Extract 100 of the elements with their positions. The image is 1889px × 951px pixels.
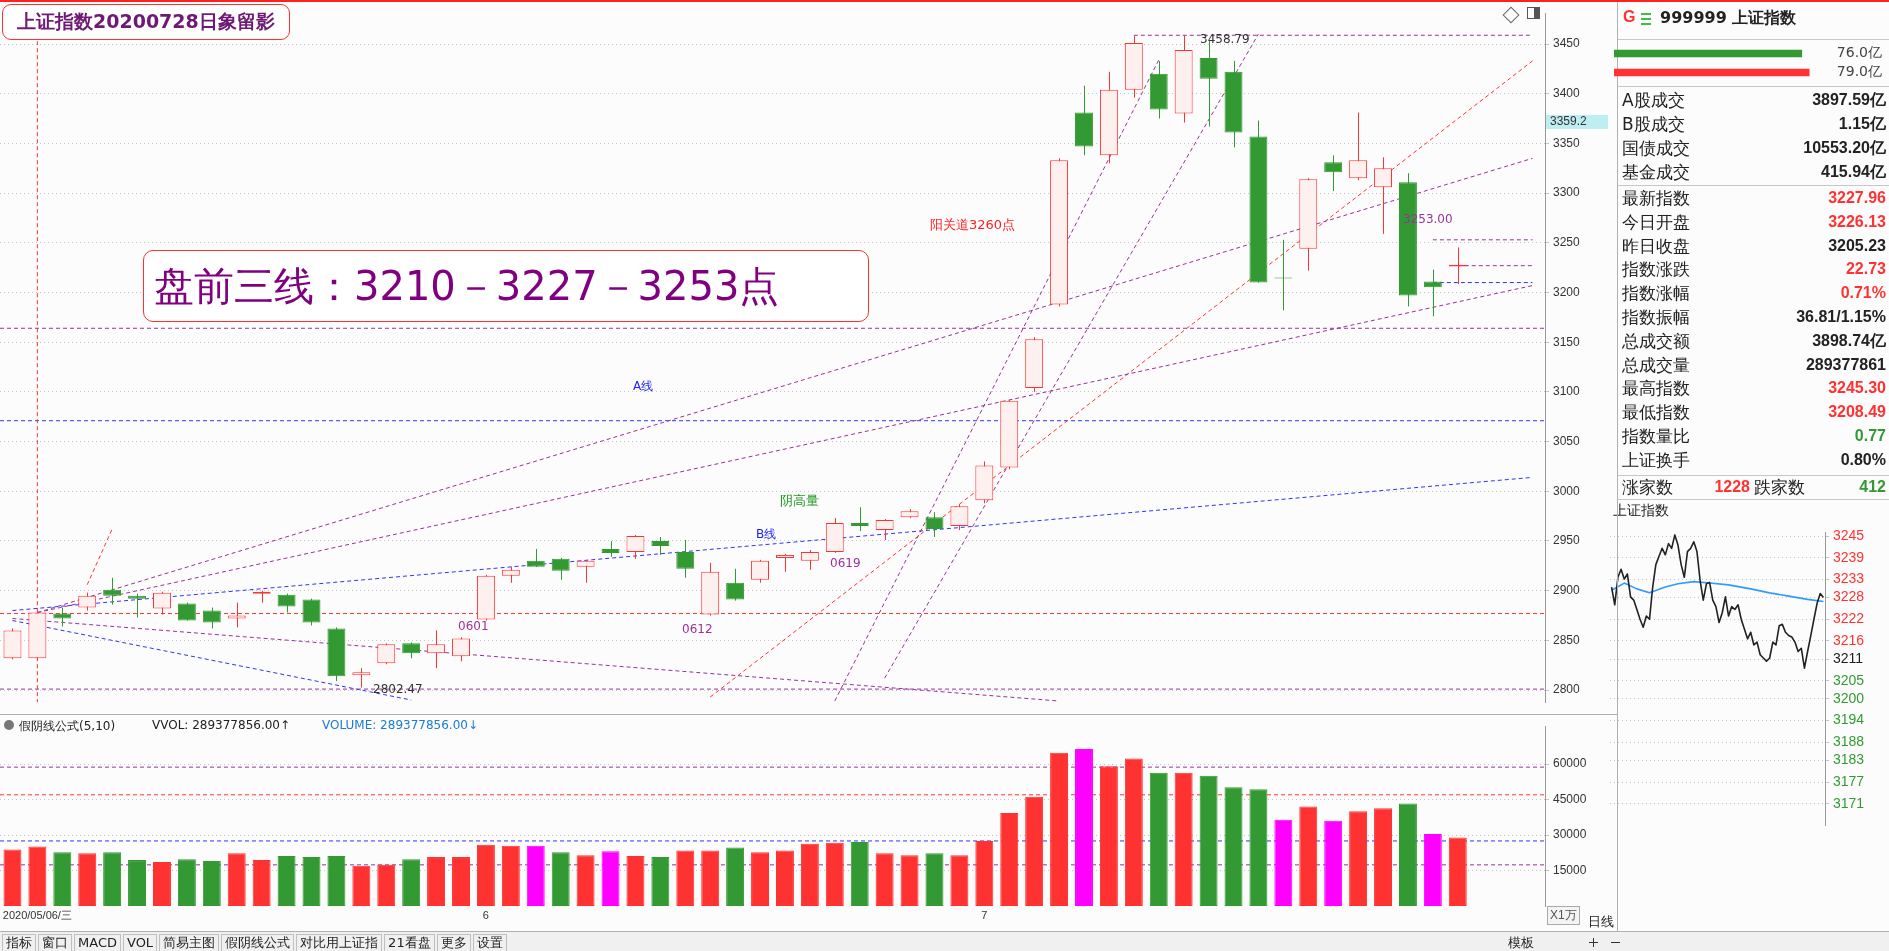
category-label: 涨家数 xyxy=(1622,476,1673,498)
category-label: 总成交量 xyxy=(1622,353,1690,376)
text: 模板 xyxy=(1508,934,1534,951)
y-tick-label: 45000 xyxy=(1553,791,1587,806)
category-label: MACD xyxy=(74,934,121,951)
text: 1.15亿 xyxy=(1838,115,1886,132)
y-tick-label: 3216 xyxy=(1833,631,1865,648)
category-label: 最新指数 xyxy=(1622,187,1690,209)
text: 415.94亿 xyxy=(1821,163,1886,180)
annotation: A线 xyxy=(633,379,654,394)
category-label: 对比用上证指 xyxy=(296,934,383,951)
text: 3897.59亿 xyxy=(1812,91,1886,108)
y-tick-label: 3228 xyxy=(1833,588,1865,605)
category-label: VOL xyxy=(122,934,158,951)
annotation: 3458.79 xyxy=(1200,32,1250,47)
text: 0.80% xyxy=(1840,450,1886,468)
text: 22.73 xyxy=(1845,260,1886,278)
y-tick-label: 3194 xyxy=(1833,711,1865,728)
y-tick-label: 2950 xyxy=(1553,533,1581,548)
text: 1228 xyxy=(1714,478,1750,495)
category-label: 总成交额 xyxy=(1622,329,1690,352)
text: 0.77 xyxy=(1854,427,1886,444)
y-tick-label: 3400 xyxy=(1553,86,1581,101)
category-label: 简易主图 xyxy=(159,934,220,951)
text: 3245.30 xyxy=(1828,379,1886,397)
text: 3227.96 xyxy=(1828,189,1886,206)
y-tick-label: 2850 xyxy=(1553,632,1581,647)
category-label: 上证换手 xyxy=(1622,448,1690,471)
category-label: 更多 xyxy=(436,934,471,951)
x-tick-label: 7 xyxy=(981,908,988,921)
text: 412 xyxy=(1859,478,1886,495)
y-tick-label: 3200 xyxy=(1833,689,1865,706)
text: 3226.13 xyxy=(1828,212,1886,230)
text: 289377861 xyxy=(1805,355,1886,373)
chart-title: 假阴线公式(5,10) xyxy=(19,718,116,735)
category-label: B股成交 xyxy=(1622,113,1685,135)
text: 3205.23 xyxy=(1828,236,1886,254)
y-tick-label: 3239 xyxy=(1833,548,1865,565)
chart-title: 上证指数20200728日象留影 xyxy=(2,4,290,40)
text: 10553.20亿 xyxy=(1803,139,1886,156)
y-tick-label: 3000 xyxy=(1553,483,1581,498)
y-tick-label: 3200 xyxy=(1553,284,1581,299)
y-tick-label: 60000 xyxy=(1553,756,1587,771)
category-label: A股成交 xyxy=(1622,89,1685,111)
category-label: 跌家数 xyxy=(1754,476,1805,498)
annotation: 阳关道3260点 xyxy=(930,217,1016,233)
chart-title: 上证指数 xyxy=(1613,502,1669,520)
text: 0.71% xyxy=(1840,284,1886,302)
category-label: 昨日收盘 xyxy=(1622,234,1690,257)
category-label: 指数涨跌 xyxy=(1622,258,1690,281)
category-label: 指数量比 xyxy=(1622,425,1690,447)
data-label: 76.0亿 xyxy=(1836,44,1882,61)
category-label: 21看盘 xyxy=(384,934,435,951)
text: 36.81/1.15% xyxy=(1796,308,1886,325)
category-label: 假阴线公式 xyxy=(221,934,295,951)
y-axis-title: X1万 xyxy=(1547,906,1580,925)
category-label: 指数涨幅 xyxy=(1622,282,1690,305)
y-tick-label: 3100 xyxy=(1553,384,1581,399)
category-label: 基金成交 xyxy=(1622,161,1690,183)
data-label: 79.0亿 xyxy=(1836,63,1882,80)
y-tick-label: 3188 xyxy=(1833,733,1865,750)
annotation: 0601 xyxy=(458,619,489,634)
y-tick-label: 3233 xyxy=(1833,570,1865,587)
text: 日线 xyxy=(1588,913,1614,930)
category-label: 指数振幅 xyxy=(1622,306,1690,328)
y-tick-label: 2900 xyxy=(1553,582,1581,597)
text: 3359.2 xyxy=(1550,114,1588,129)
y-tick-label: 3450 xyxy=(1553,36,1581,51)
y-tick-label: 3050 xyxy=(1553,433,1581,448)
text: 999999 上证指数 xyxy=(1660,8,1797,29)
y-tick-label: 3222 xyxy=(1833,610,1865,627)
y-tick-label: 3250 xyxy=(1553,235,1581,250)
annotation: B线 xyxy=(756,527,777,542)
category-label: 国债成交 xyxy=(1622,137,1690,159)
x-tick-label: 6 xyxy=(482,908,489,921)
annotation: 0612 xyxy=(682,622,713,637)
y-tick-label: 3245 xyxy=(1833,526,1865,543)
annotation: 0619 xyxy=(830,556,861,571)
annotation: 2802.47 xyxy=(373,681,423,696)
y-tick-label: 3183 xyxy=(1833,751,1865,768)
y-tick-label: 3211 xyxy=(1833,649,1864,666)
y-tick-label: 2800 xyxy=(1553,682,1581,697)
text: 3898.74亿 xyxy=(1812,331,1886,349)
y-tick-label: 3171 xyxy=(1833,794,1865,811)
y-tick-label: 3350 xyxy=(1553,135,1581,150)
category-label: 指标 xyxy=(2,934,36,951)
text: 盘前三线：3210－3227－3253点 xyxy=(143,250,869,322)
category-label: 最低指数 xyxy=(1622,401,1690,424)
text: 3208.49 xyxy=(1828,403,1886,421)
y-tick-label: 3177 xyxy=(1833,773,1865,790)
category-label: 设置 xyxy=(472,934,507,951)
y-tick-label: 30000 xyxy=(1553,827,1587,842)
y-tick-label: 15000 xyxy=(1553,862,1587,877)
annotation: 阴高量 xyxy=(780,493,819,509)
annotation: VOLUME: 289377856.00↓ xyxy=(322,718,478,732)
x-tick-label: 2020/05/06/三 xyxy=(2,908,72,921)
annotation: VVOL: 289377856.00↑ xyxy=(152,718,291,732)
y-tick-label: 3205 xyxy=(1833,671,1865,688)
y-tick-label: 3150 xyxy=(1553,334,1581,349)
y-tick-label: 3300 xyxy=(1553,185,1581,200)
